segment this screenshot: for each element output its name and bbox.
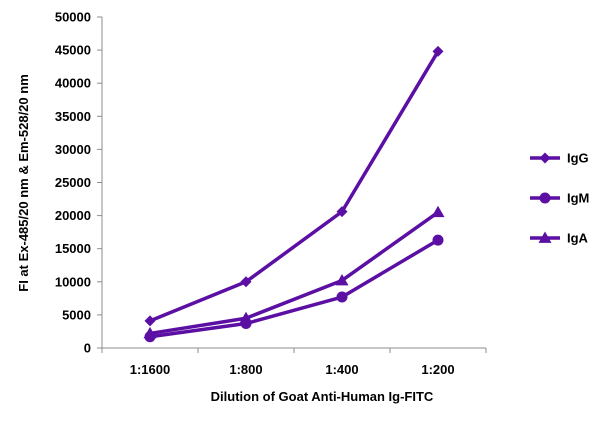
y-axis-title: FI at Ex-485/20 nm & Em-528/20 nm xyxy=(16,74,31,291)
y-tick-label: 45000 xyxy=(55,43,91,58)
legend-marker-igm xyxy=(539,192,551,204)
y-tick-label: 30000 xyxy=(55,142,91,157)
x-tick-labels: 1:1600 1:800 1:400 1:200 xyxy=(130,362,455,377)
series-iga xyxy=(143,205,445,339)
x-tick-label: 1:800 xyxy=(229,362,262,377)
y-tick-label: 20000 xyxy=(55,208,91,223)
x-axis-title: Dilution of Goat Anti-Human Ig-FITC xyxy=(211,389,434,404)
y-tick-label: 0 xyxy=(84,341,91,356)
data-point-iga xyxy=(431,205,445,218)
data-point-igm xyxy=(336,291,348,303)
legend-label-igg: IgG xyxy=(567,151,589,166)
series-igg xyxy=(144,45,444,327)
legend-item-igm: IgM xyxy=(530,191,589,206)
x-tick-label: 1:400 xyxy=(325,362,358,377)
series-line-iga xyxy=(149,210,440,336)
legend-label-iga: IgA xyxy=(567,231,589,246)
y-tick-label: 15000 xyxy=(55,241,91,256)
y-tick-label: 25000 xyxy=(55,175,91,190)
y-tick-label: 5000 xyxy=(62,307,91,322)
legend-item-igg: IgG xyxy=(530,151,589,166)
y-tick-label: 50000 xyxy=(55,10,91,25)
y-tick-label: 10000 xyxy=(55,274,91,289)
legend-marker-igg xyxy=(539,152,551,164)
data-point-igm xyxy=(432,234,444,246)
data-point-igg xyxy=(144,315,156,327)
data-point-igg xyxy=(432,45,444,57)
y-tick-labels: 0 5000 10000 15000 20000 25000 30000 35000 40000… xyxy=(55,10,91,356)
x-tick-label: 1:200 xyxy=(421,362,454,377)
x-tick-label: 1:1600 xyxy=(130,362,170,377)
legend-marker-iga xyxy=(538,231,552,243)
data-point-igg xyxy=(240,276,252,288)
axes xyxy=(97,16,487,353)
data-point-iga xyxy=(335,273,349,286)
series-line-igm xyxy=(149,238,439,339)
data-point-iga xyxy=(143,326,157,339)
y-tick-label: 35000 xyxy=(55,109,91,124)
series-line-igg xyxy=(149,50,440,323)
legend: IgG IgM IgA xyxy=(530,151,589,246)
legend-label-igm: IgM xyxy=(567,191,589,206)
series-lines xyxy=(143,45,445,343)
legend-item-iga: IgA xyxy=(530,231,589,246)
data-point-iga xyxy=(239,311,253,324)
y-tick-label: 40000 xyxy=(55,76,91,91)
data-point-igg xyxy=(336,206,348,218)
